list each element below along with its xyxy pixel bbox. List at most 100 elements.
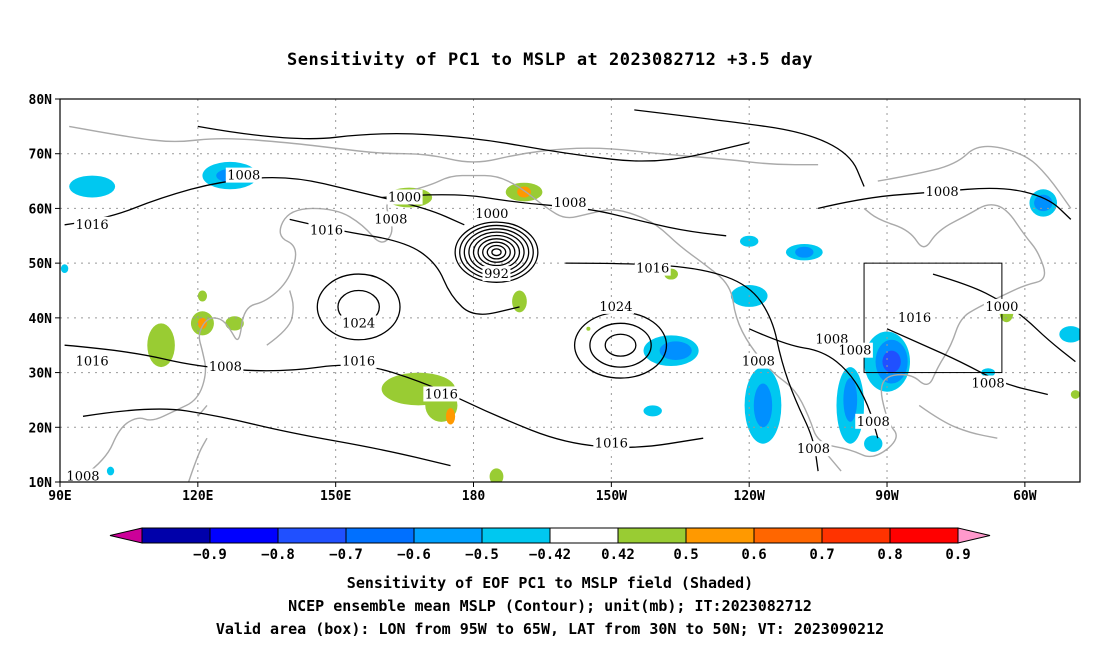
shaded-anomaly [753, 383, 773, 428]
contour-label-bg [74, 216, 111, 232]
isobar [289, 218, 520, 315]
contour-label-bg [482, 266, 511, 282]
colorbar-label: 0.42 [601, 547, 635, 563]
lat-tick-label: 60N [29, 202, 53, 217]
contour-label-bg [423, 386, 460, 402]
lon-tick-label: 120E [182, 489, 213, 504]
coastlines [69, 125, 1072, 482]
shaded-anomaly [1070, 390, 1080, 399]
contour-label: 992 [484, 267, 509, 282]
footer-line-2: NCEP ensemble mean MSLP (Contour); unit(… [288, 597, 812, 615]
shaded-anomaly [795, 246, 814, 258]
contour-label-bg [552, 194, 588, 210]
shaded-anomaly [517, 186, 531, 198]
contour-label-bg [74, 353, 111, 369]
contour-label: 1016 [595, 437, 628, 452]
contour-label: 1008 [209, 360, 242, 375]
contour-labels: 1008 1016 1000 1008 1016 1000 992 1008 1016 1024 1… [64, 167, 1020, 485]
isobar [197, 125, 750, 162]
contour-label: 1008 [227, 169, 260, 184]
lon-tick-label: 120W [734, 489, 765, 504]
gridlines [60, 99, 1080, 482]
low-pressure-contour [454, 221, 539, 283]
contour-label-bg [597, 298, 634, 314]
contour-label: 1016 [636, 262, 669, 277]
contour-label-bg [386, 189, 423, 205]
contour-label: 1016 [425, 387, 458, 402]
lon-tick-label: 60W [1013, 489, 1037, 504]
colorbar-label: 0.8 [877, 547, 902, 563]
lon-tick-label: 90E [48, 489, 71, 504]
colorbar-high-arrow [957, 527, 991, 544]
contour-label: 1008 [857, 415, 890, 430]
shaded-anomaly [882, 350, 901, 373]
plot-frame [59, 98, 1081, 483]
contour-label-bg [308, 222, 345, 238]
low-pressure-contour [491, 248, 502, 257]
valid-area-rectangle [863, 262, 1003, 374]
coastline [877, 145, 1072, 209]
colorbar-label: −0.8 [261, 547, 295, 563]
contour-label: 1008 [972, 377, 1005, 392]
contour-label: 1016 [76, 218, 109, 233]
colorbar-bin [141, 527, 211, 544]
lon-tick-label: 150W [596, 489, 627, 504]
contour-label-bg [372, 211, 409, 227]
lat-tick-label: 30N [29, 367, 53, 382]
shaded-anomaly [69, 175, 116, 198]
contour-label-bg [855, 413, 892, 429]
colorbar-bin [617, 527, 687, 544]
contour-label: 1024 [342, 316, 375, 331]
low-pressure-contour [472, 234, 521, 270]
isobar [64, 344, 704, 448]
isobar [886, 328, 1048, 396]
colorbar-label: 0.6 [741, 547, 766, 563]
lat-tick-label: 80N [29, 93, 53, 108]
contour-label-bg [473, 205, 510, 221]
colorbar-bin [345, 527, 415, 544]
shaded-anomaly [147, 323, 175, 368]
contour-label: 1024 [599, 300, 632, 315]
contour-label: 1008 [66, 470, 99, 485]
coastline [82, 174, 1046, 478]
colorbar-bin [821, 527, 891, 544]
colorbar-label: 0.9 [945, 547, 970, 563]
contour-label-bg [795, 441, 832, 457]
high-pressure-contour [316, 273, 401, 341]
contour-label-bg [340, 315, 377, 331]
contour-label: 1008 [374, 212, 407, 227]
shaded-anomaly [489, 468, 504, 482]
contour-label-bg [634, 260, 671, 276]
lon-tick-label: 90W [875, 489, 899, 504]
isobar [634, 109, 865, 187]
shaded-anomaly [197, 290, 208, 302]
colorbar-label: −0.42 [529, 547, 571, 563]
low-pressure-contour [482, 241, 511, 263]
high-pressure-contour [589, 322, 652, 368]
contour-label: 1016 [310, 223, 343, 238]
colorbar-bin [413, 527, 483, 544]
shaded-anomaly [843, 378, 858, 422]
contour-label-bg [924, 184, 961, 200]
colorbar-label: 0.7 [809, 547, 834, 563]
low-pressure-contour [486, 244, 507, 260]
contour-label: 1000 [388, 190, 421, 205]
colorbar-bin [889, 527, 959, 544]
low-pressure-contour [477, 238, 516, 267]
footer-line-1: Sensitivity of EOF PC1 to MSLP field (Sh… [346, 574, 754, 592]
contour-label: 1008 [838, 344, 871, 359]
contour-label: 1008 [742, 355, 775, 370]
isobar [817, 187, 1072, 220]
shaded-anomaly [740, 235, 759, 247]
colorbar-bin [481, 527, 551, 544]
shaded-anomaly [643, 405, 662, 417]
lon-tick-label: 180 [462, 489, 486, 504]
lat-tick-label: 40N [29, 312, 53, 327]
coastline [918, 404, 998, 439]
shaded-anomaly [445, 408, 456, 425]
valid-area-box [863, 262, 1003, 374]
contour-label: 1000 [985, 300, 1018, 315]
shaded-anomaly [1034, 194, 1053, 212]
colorbar-bin [753, 527, 823, 544]
